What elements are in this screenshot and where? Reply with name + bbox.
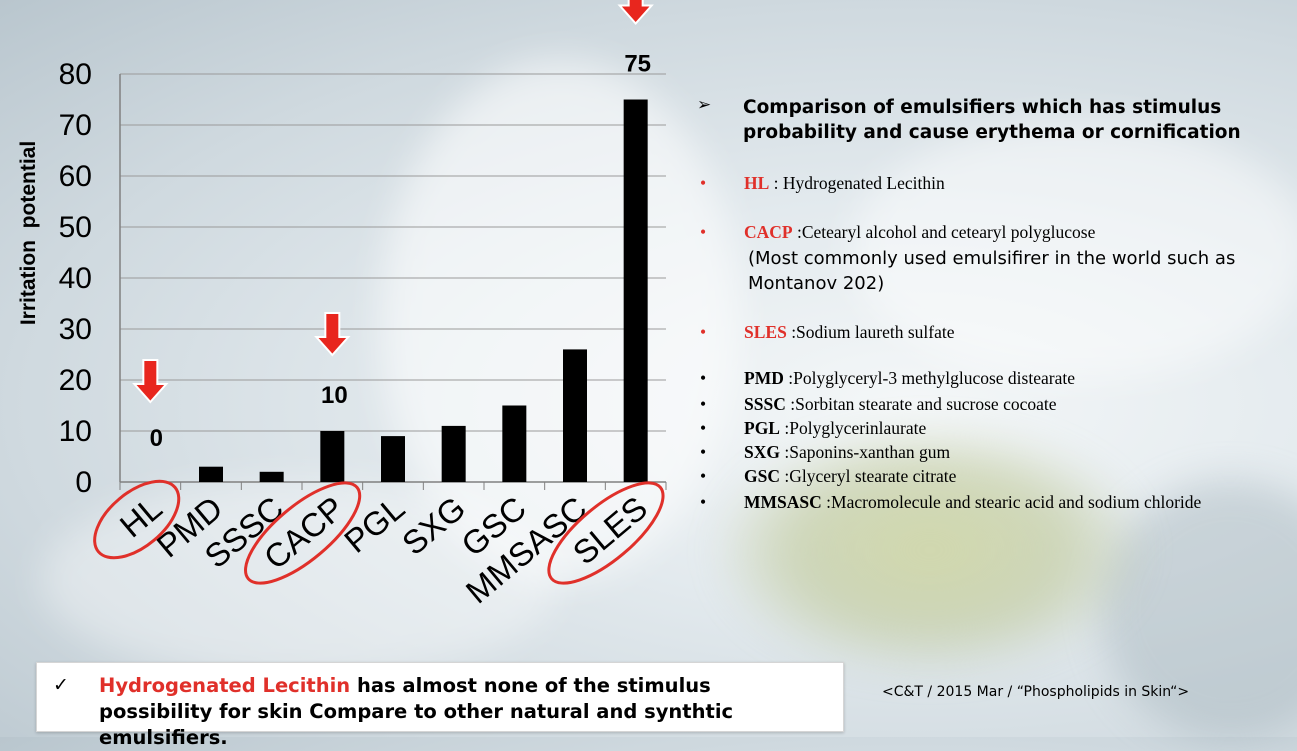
callout-highlight: Hydrogenated Lecithin (99, 674, 351, 697)
bullet-icon: • (700, 322, 707, 342)
y-tick-label: 50 (59, 211, 92, 244)
background-flower-center (720, 430, 1140, 670)
background-petal (380, 60, 740, 580)
bar-sxg (441, 425, 466, 482)
definition-text: CACP :Cetearyl alcohol and cetearyl poly… (744, 220, 1288, 296)
definition-abbr: SSSC (744, 394, 786, 414)
down-arrow-icon (132, 359, 169, 404)
definition-text: PMD :Polyglyceryl-3 methylglucose distea… (744, 368, 1075, 388)
bullet-icon: • (700, 418, 707, 438)
bullet-icon: • (700, 442, 707, 462)
bar-cacp (320, 431, 345, 482)
arrow-bullet-icon: ➢ (697, 95, 712, 115)
y-tick-label: 80 (59, 58, 92, 91)
bullet-icon: • (700, 368, 707, 388)
bar-gsc (502, 405, 527, 482)
definition-abbr: PGL (744, 418, 780, 438)
y-tick-label: 40 (59, 262, 92, 295)
definition-abbr: CACP (744, 222, 793, 242)
definition-note: (Most commonly used emulsifirer in the w… (748, 248, 1236, 294)
down-arrow-icon (617, 0, 654, 26)
bar-sles (623, 99, 648, 482)
source-citation: <C&T / 2015 Mar / “Phospholipids in Skin… (882, 684, 1190, 700)
definition-text: HL : Hydrogenated Lecithin (744, 173, 945, 193)
definition-text: MMSASC :Macromolecule and stearic acid a… (744, 492, 1202, 512)
y-tick-label: 10 (59, 415, 92, 448)
definition-abbr: PMD (744, 368, 784, 388)
bullet-icon: • (700, 173, 707, 193)
bullet-icon: • (700, 492, 707, 512)
definition-abbr: HL (744, 173, 770, 193)
bullet-icon: • (700, 394, 707, 414)
y-tick-label: 20 (59, 364, 92, 397)
bullet-icon: • (700, 466, 707, 486)
data-label: 75 (624, 51, 651, 78)
y-tick-label: 30 (59, 313, 92, 346)
definition-text: GSC :Glyceryl stearate citrate (744, 466, 957, 486)
x-tick-label: PGL (337, 489, 411, 560)
definition-abbr: SLES (744, 322, 787, 342)
definition-abbr: GSC (744, 466, 780, 486)
y-axis-title: Irritation potential (17, 141, 40, 325)
background-petal (850, 120, 1297, 380)
data-label: 0 (150, 425, 163, 452)
bar-sssc (259, 471, 284, 482)
bar-pgl (381, 436, 405, 482)
definition-abbr: MMSASC (744, 492, 822, 512)
callout-text: Hydrogenated Lecithin has almost none of… (99, 673, 829, 751)
y-tick-label: 70 (59, 109, 92, 142)
down-arrow-icon (314, 312, 351, 357)
background-petal (40, 480, 560, 680)
bar-mmsasc (563, 349, 587, 482)
definition-abbr: SXG (744, 442, 780, 462)
callout-rest: has almost none of the stimulus possibil… (99, 674, 734, 749)
definition-text: PGL :Polyglycerinlaurate (744, 418, 927, 438)
y-tick-label: 0 (75, 466, 92, 499)
bullet-icon: • (700, 222, 707, 242)
data-label: 10 (321, 382, 348, 409)
legend-heading-text: Comparison of emulsifiers which has stim… (743, 97, 1241, 143)
x-tick-label: SXG (395, 489, 472, 562)
bar-pmd (199, 466, 223, 482)
definition-text: SLES :Sodium laureth sulfate (744, 322, 955, 342)
conclusion-callout: ✓ Hydrogenated Lecithin has almost none … (36, 662, 844, 749)
definition-text: SXG :Saponins-xanthan gum (744, 442, 951, 462)
highlight-ring (244, 481, 362, 585)
checkmark-icon: ✓ (53, 674, 69, 696)
highlight-ring (93, 479, 181, 560)
definition-text: SSSC :Sorbitan stearate and sucrose coco… (744, 394, 1057, 414)
y-tick-label: 60 (59, 160, 92, 193)
highlight-ring (547, 481, 665, 585)
